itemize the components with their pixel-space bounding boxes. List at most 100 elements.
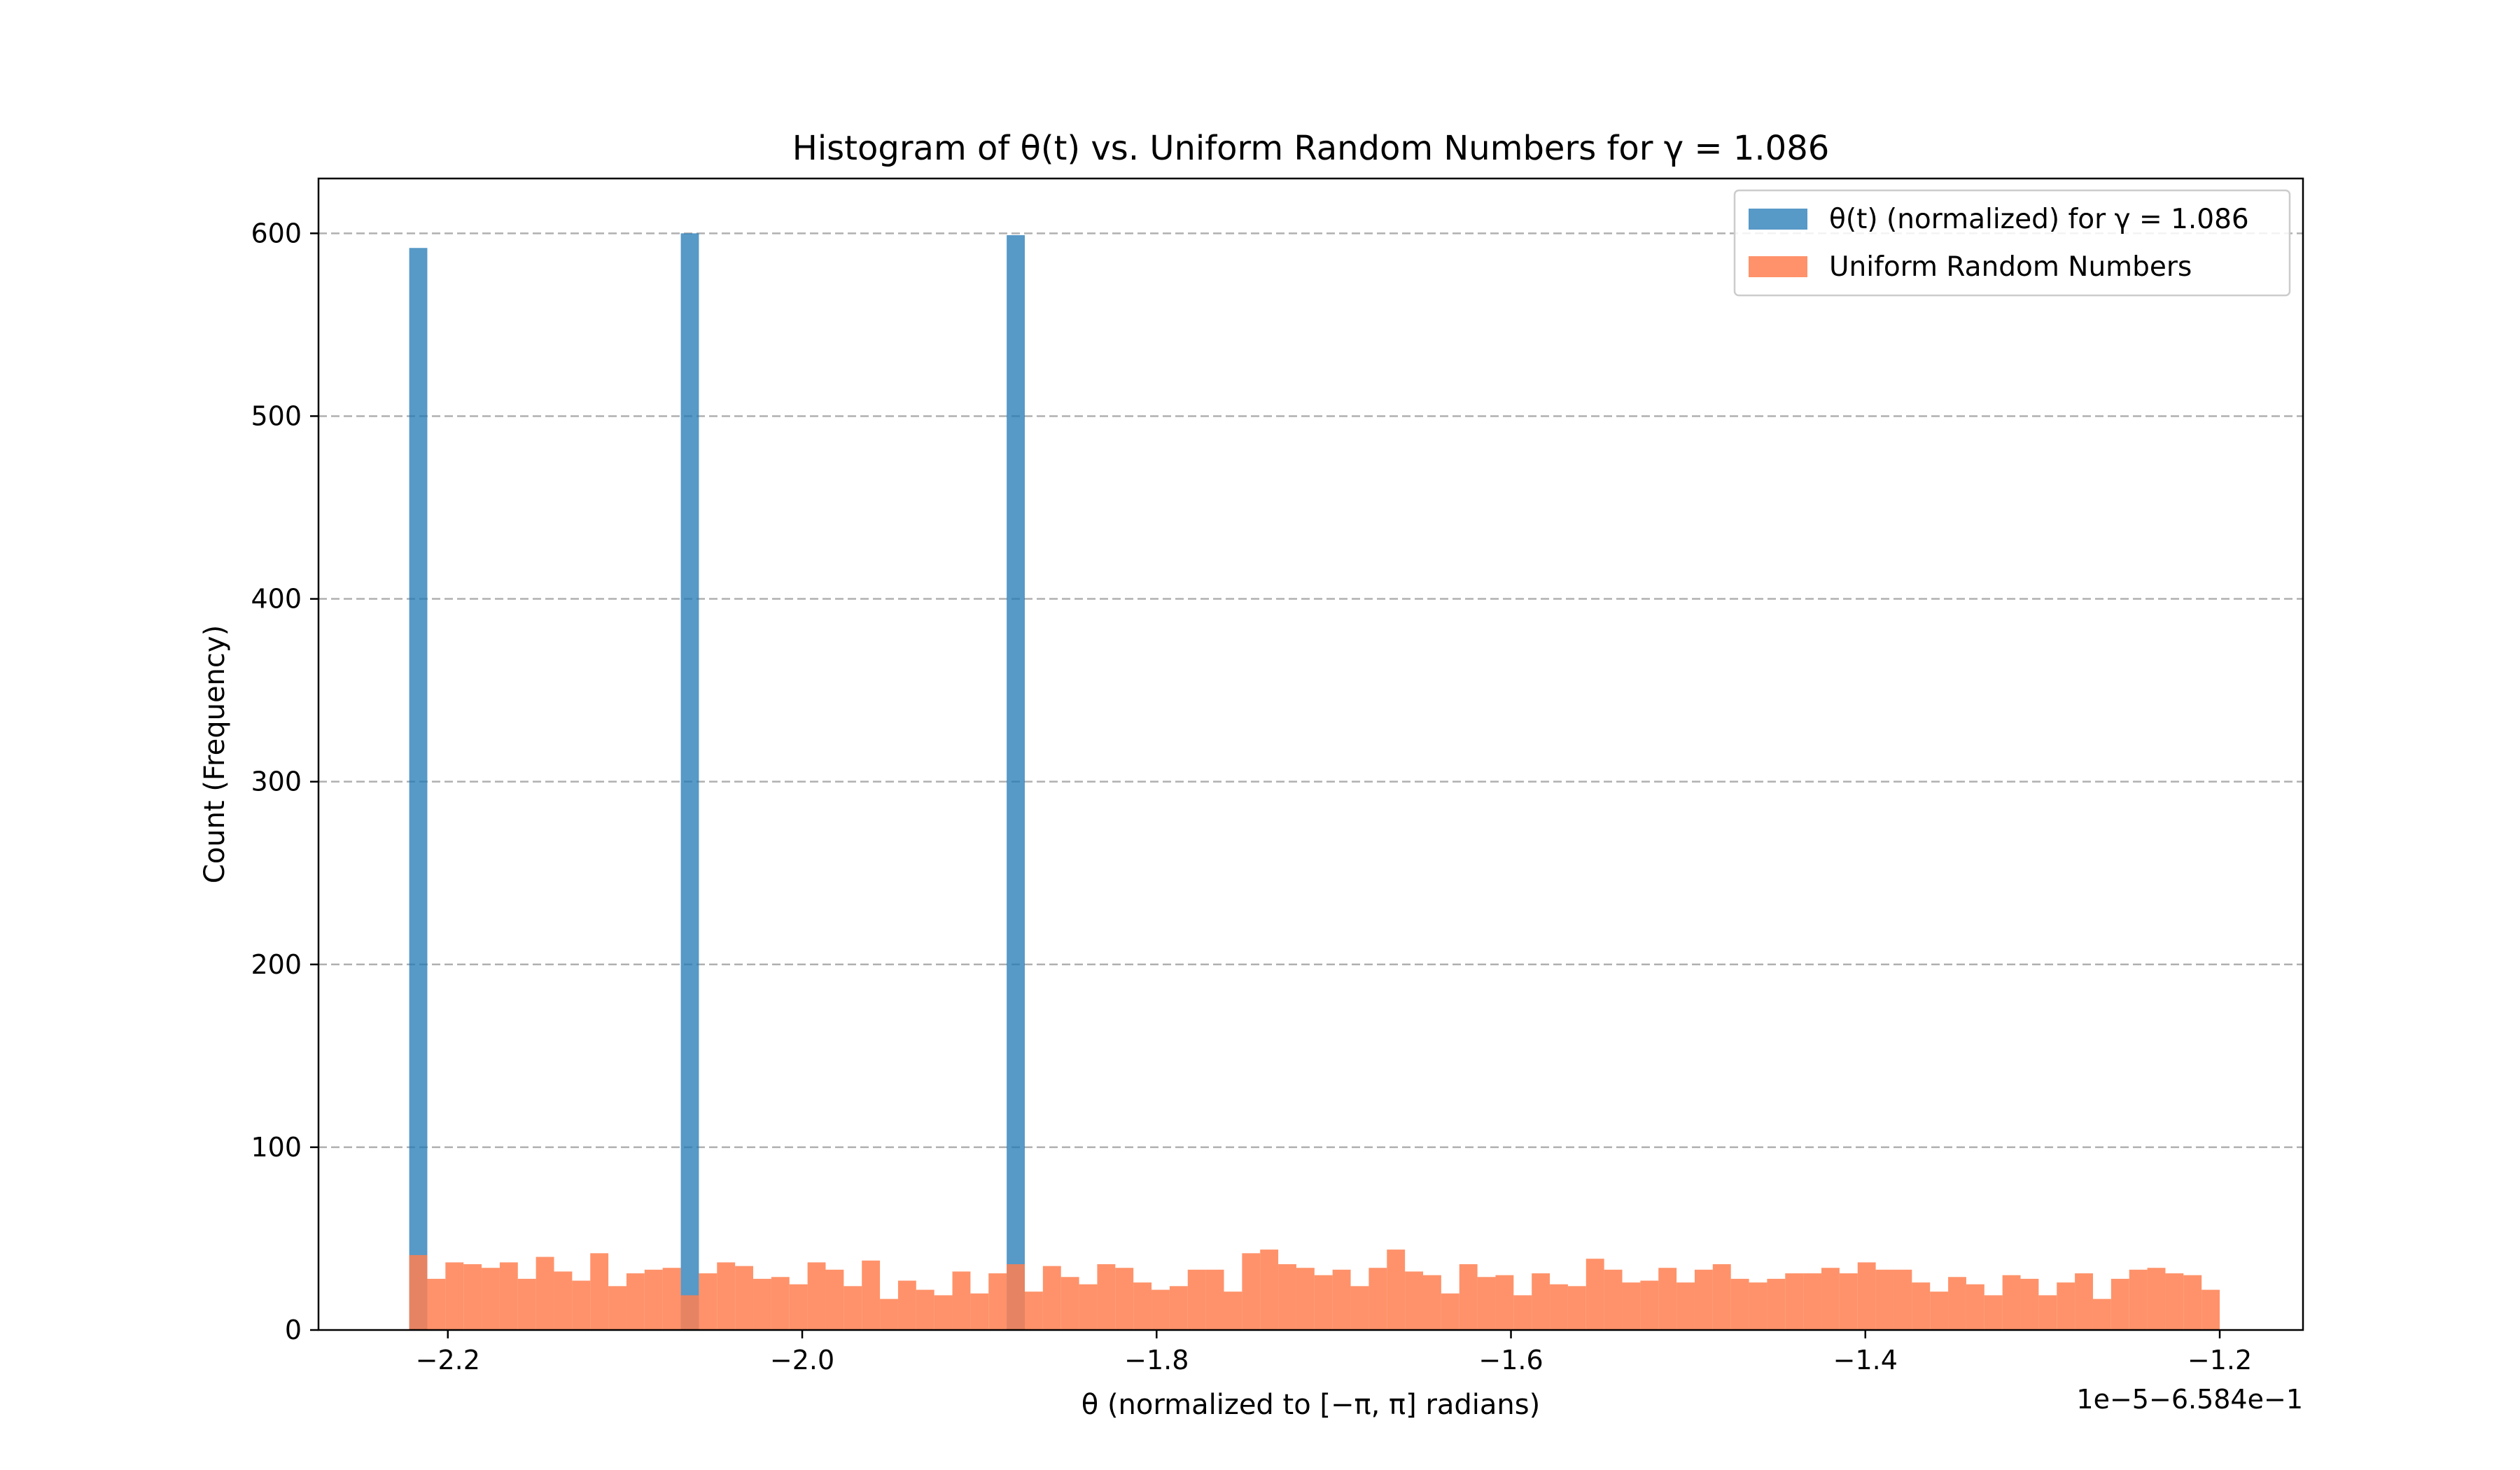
bar-series1-bin76	[1785, 1273, 1804, 1330]
bar-series1-bin48	[1278, 1264, 1296, 1330]
bar-series1-bin3	[463, 1264, 482, 1330]
bar-series1-bin43	[1187, 1269, 1206, 1330]
bar-series1-bin85	[1948, 1277, 1966, 1330]
y-tick-label-6: 600	[251, 218, 302, 248]
bar-series1-bin24	[844, 1286, 862, 1330]
bar-series1-bin58	[1459, 1264, 1478, 1330]
x-axis-offset-text: 1e−5−6.584e−1	[2076, 1384, 2303, 1415]
bar-series1-bin70	[1676, 1282, 1695, 1330]
bar-series0-bin0	[409, 248, 428, 1331]
bar-series1-bin99	[2202, 1289, 2220, 1330]
bar-series1-bin29	[934, 1295, 953, 1330]
bar-series1-bin80	[1857, 1262, 1876, 1330]
bar-series1-bin39	[1115, 1268, 1134, 1330]
bar-series1-bin66	[1604, 1269, 1623, 1330]
bar-series1-bin77	[1803, 1273, 1822, 1330]
bar-series1-bin45	[1224, 1292, 1242, 1330]
y-tick-label-3: 300	[251, 766, 302, 797]
bar-series1-bin96	[2147, 1268, 2166, 1330]
legend-swatch-1	[1749, 256, 1807, 277]
bar-series1-bin10	[590, 1253, 609, 1330]
y-axis-label: Count (Frequency)	[199, 625, 231, 883]
bar-series1-bin92	[2075, 1273, 2093, 1330]
legend-label-0: θ(t) (normalized) for γ = 1.086	[1829, 204, 2249, 235]
y-tick-label-5: 500	[251, 400, 302, 431]
bar-series1-bin86	[1966, 1284, 1984, 1330]
legend-label-1: Uniform Random Numbers	[1829, 251, 2192, 283]
bar-series1-bin30	[952, 1271, 971, 1330]
bar-series1-bin84	[1930, 1292, 1949, 1330]
bar-series1-bin94	[2110, 1278, 2129, 1330]
bar-series1-bin44	[1205, 1269, 1224, 1330]
bar-series1-bin97	[2165, 1273, 2184, 1330]
bar-series1-bin7	[536, 1256, 554, 1330]
bar-series1-bin57	[1441, 1293, 1460, 1330]
bar-series1-bin36	[1060, 1277, 1079, 1330]
bar-series1-bin87	[1984, 1295, 2003, 1330]
bar-series1-bin88	[2002, 1275, 2021, 1330]
bar-series1-bin49	[1296, 1268, 1315, 1330]
y-tick-label-4: 400	[251, 584, 302, 615]
bar-series1-bin38	[1097, 1264, 1116, 1330]
x-tick-label-5: −1.2	[2188, 1345, 2252, 1376]
bar-series1-bin55	[1405, 1271, 1424, 1330]
bar-series1-bin25	[862, 1260, 881, 1330]
bar-series1-bin71	[1694, 1269, 1713, 1330]
legend: θ(t) (normalized) for γ = 1.086 Uniform R…	[1733, 189, 2291, 297]
bar-series1-bin60	[1495, 1275, 1514, 1330]
bar-series1-bin27	[897, 1280, 916, 1330]
x-tick-label-3: −1.6	[1478, 1345, 1543, 1376]
bar-series1-bin56	[1423, 1275, 1441, 1330]
bar-series1-bin31	[970, 1293, 989, 1330]
bar-series1-bin23	[825, 1269, 844, 1330]
bar-series1-bin14	[662, 1268, 681, 1330]
bar-series1-bin0	[409, 1254, 428, 1330]
bar-series0-bin33	[1007, 234, 1025, 1330]
bar-series1-bin34	[1024, 1292, 1043, 1330]
y-tick-label-0: 0	[285, 1315, 302, 1345]
bar-series1-bin81	[1875, 1269, 1894, 1330]
bar-series1-bin1	[427, 1278, 446, 1330]
bar-series1-bin64	[1567, 1286, 1586, 1330]
bar-series1-bin11	[608, 1286, 626, 1330]
bar-series0-bin15	[680, 233, 699, 1330]
bar-series1-bin83	[1912, 1282, 1931, 1330]
bar-series1-bin79	[1839, 1273, 1858, 1330]
bar-series1-bin6	[517, 1278, 536, 1330]
bar-series1-bin20	[771, 1277, 790, 1330]
bar-series1-bin82	[1893, 1269, 1912, 1330]
bar-series1-bin51	[1332, 1269, 1351, 1330]
bar-series1-bin72	[1712, 1264, 1731, 1330]
bar-series1-bin33	[1007, 1264, 1025, 1330]
plot-frame	[317, 177, 2304, 1331]
bar-series1-bin69	[1658, 1268, 1677, 1330]
bar-series1-bin9	[572, 1280, 591, 1330]
bar-series1-bin59	[1477, 1277, 1496, 1330]
bar-series1-bin41	[1152, 1289, 1170, 1330]
bar-series1-bin65	[1586, 1259, 1604, 1330]
bar-series1-bin63	[1550, 1284, 1568, 1330]
bar-series1-bin40	[1133, 1282, 1152, 1330]
bar-series1-bin2	[445, 1262, 464, 1330]
bar-series1-bin54	[1387, 1250, 1406, 1330]
bar-series1-bin62	[1532, 1273, 1550, 1330]
bar-series1-bin22	[807, 1262, 826, 1330]
bar-series1-bin35	[1042, 1266, 1061, 1330]
bar-series1-bin52	[1350, 1286, 1369, 1330]
bar-series1-bin73	[1730, 1278, 1749, 1330]
x-tick-label-1: −2.0	[770, 1345, 834, 1376]
grid-lines	[318, 232, 2303, 1149]
x-tick-label-0: −2.2	[416, 1345, 480, 1376]
bar-series1-bin8	[554, 1271, 573, 1330]
bar-series1-bin12	[626, 1273, 645, 1330]
bar-series1-bin67	[1622, 1282, 1641, 1330]
bar-series1-bin98	[2183, 1275, 2202, 1330]
bar-series1-bin26	[880, 1298, 898, 1330]
bar-series1-bin50	[1314, 1275, 1333, 1330]
bar-series1-bin95	[2129, 1269, 2148, 1330]
bar-series1-bin19	[753, 1278, 771, 1330]
bar-series1-bin91	[2057, 1282, 2076, 1330]
bar-series1-bin46	[1242, 1253, 1261, 1330]
x-axis-label: θ (normalized to [−π, π] radians)	[1082, 1389, 1540, 1421]
